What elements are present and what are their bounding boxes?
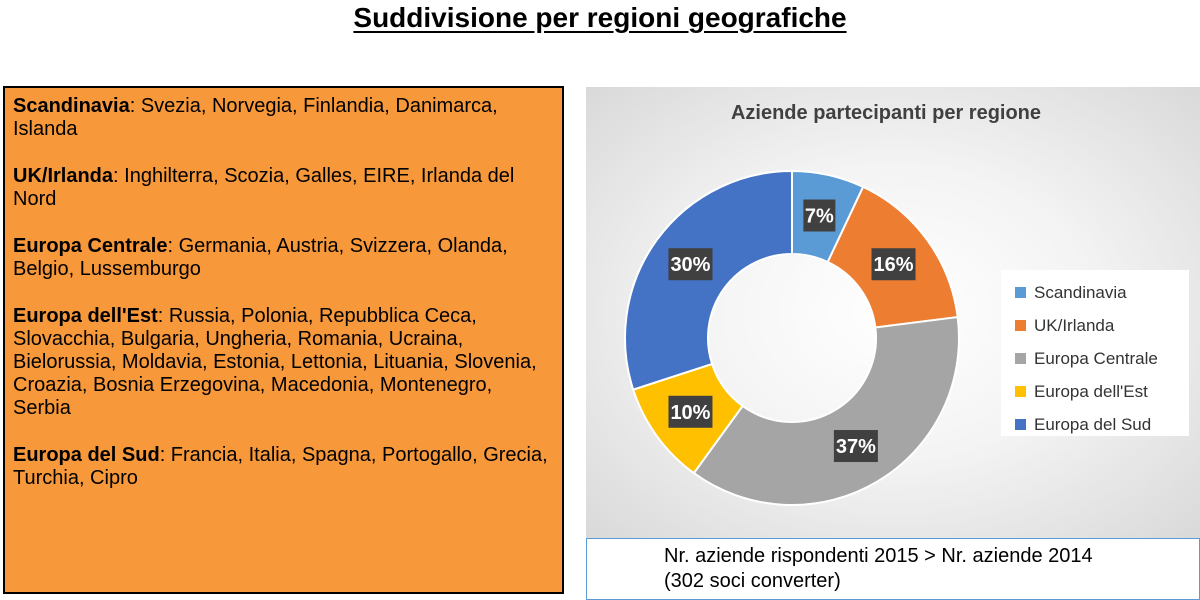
legend-item-scandinavia: Scandinavia (1015, 276, 1189, 309)
data-label-box (871, 248, 916, 281)
region-name: UK/Irlanda (13, 165, 114, 187)
data-label-europa-centrale: 37% (833, 430, 878, 463)
legend-swatch (1015, 419, 1026, 430)
donut-chart: 7% 16% 37% 10% 30% (624, 169, 960, 506)
region-name: Europa Centrale (13, 235, 168, 257)
region-name: Scandinavia (13, 95, 130, 117)
data-label-box (668, 395, 713, 428)
legend-label: Europa Centrale (1034, 348, 1158, 368)
respondents-note-box: Nr. aziende rispondenti 2015 > Nr. azien… (586, 538, 1200, 600)
legend-swatch (1015, 386, 1026, 397)
region-name: Europa dell'Est (13, 305, 158, 327)
donut-slice-europa-sud (624, 169, 793, 391)
legend-label: UK/Irlanda (1034, 315, 1115, 335)
region-countries: : Francia, Italia, Spagna, Portogallo, G… (13, 444, 548, 489)
note-line-1: Nr. aziende rispondenti 2015 > Nr. azien… (664, 545, 1093, 567)
data-label-box (833, 430, 878, 463)
data-label-uk-irlanda: 16% (871, 248, 916, 281)
chart-title: Aziende partecipanti per regione (730, 102, 1042, 124)
legend-swatch (1015, 320, 1026, 331)
region-europa-sud: Europa del Sud: Francia, Italia, Spagna,… (13, 444, 554, 490)
data-label-text: 30% (670, 254, 710, 276)
region-europa-centrale: Europa Centrale: Germania, Austria, Sviz… (13, 235, 554, 281)
region-uk-irlanda: UK/Irlanda: Inghilterra, Scozia, Galles,… (13, 165, 554, 211)
page-title: Suddivisione per regioni geografiche (353, 2, 847, 33)
region-scandinavia: Scandinavia: Svezia, Norvegia, Finlandia… (13, 95, 554, 141)
chart-legend: Scandinavia UK/Irlanda Europa Centrale E… (1001, 270, 1189, 436)
legend-swatch (1015, 287, 1026, 298)
data-label-text: 7% (805, 206, 834, 228)
data-label-scandinavia: 7% (803, 199, 836, 232)
region-europa-est: Europa dell'Est: Russia, Polonia, Repubb… (13, 305, 554, 420)
legend-item-europa-centrale: Europa Centrale (1015, 342, 1189, 375)
legend-item-uk-irlanda: UK/Irlanda (1015, 309, 1189, 342)
data-label-box (803, 199, 836, 232)
regions-description-box: Scandinavia: Svezia, Norvegia, Finlandia… (3, 86, 564, 594)
legend-item-europa-est: Europa dell'Est (1015, 375, 1189, 408)
legend-item-europa-sud: Europa del Sud (1015, 408, 1189, 441)
donut-chart-panel: Aziende partecipanti per regione 7% 16% 37… (586, 87, 1200, 538)
data-label-text: 10% (670, 402, 710, 424)
legend-label: Europa dell'Est (1034, 381, 1148, 401)
data-label-europa-est: 10% (668, 395, 713, 428)
region-name: Europa del Sud (13, 444, 160, 466)
region-countries: : Inghilterra, Scozia, Galles, EIRE, Irl… (13, 165, 515, 210)
region-countries: : Svezia, Norvegia, Finlandia, Danimarca… (13, 95, 498, 140)
legend-swatch (1015, 353, 1026, 364)
legend-label: Scandinavia (1034, 282, 1127, 302)
donut-slice-europa-centrale (692, 315, 960, 506)
data-label-box (668, 248, 713, 281)
note-line-2: (302 soci converter) (664, 570, 841, 592)
region-countries: : Germania, Austria, Svizzera, Olanda, B… (13, 235, 508, 280)
region-countries: : Russia, Polonia, Repubblica Ceca, Slov… (13, 305, 537, 419)
data-label-text: 37% (836, 436, 876, 458)
legend-label: Europa del Sud (1034, 414, 1152, 434)
data-label-europa-sud: 30% (668, 248, 713, 281)
data-label-text: 16% (874, 254, 914, 276)
